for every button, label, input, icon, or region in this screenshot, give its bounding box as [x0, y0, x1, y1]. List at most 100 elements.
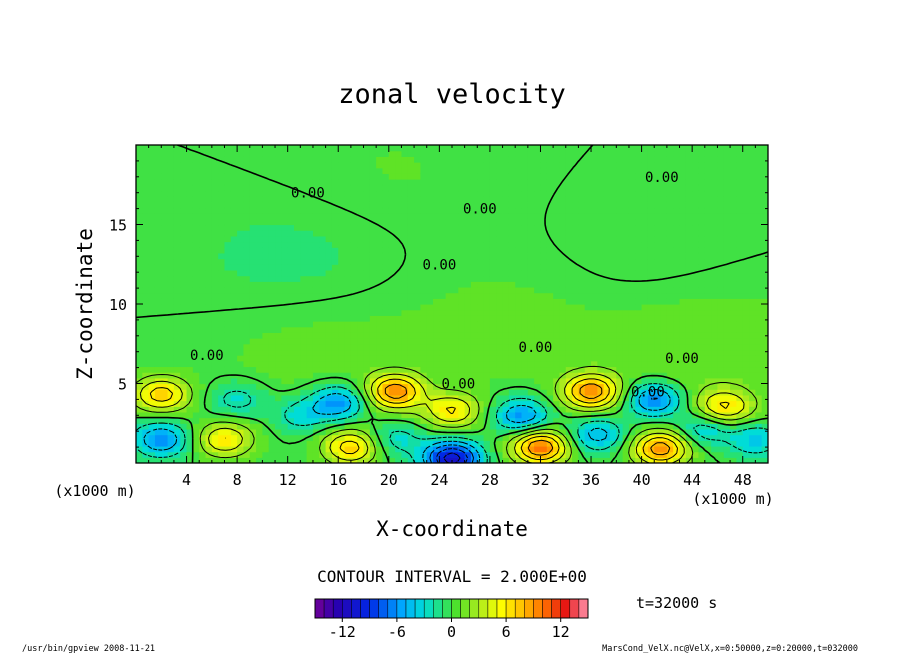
field-cell	[173, 366, 181, 373]
field-cell	[312, 366, 320, 373]
field-cell	[439, 315, 447, 322]
field-cell	[395, 218, 403, 226]
field-cell	[369, 451, 377, 458]
field-cell	[521, 258, 529, 265]
field-cell	[237, 400, 245, 407]
field-cell	[382, 241, 390, 248]
field-cell	[154, 309, 162, 316]
field-cell	[584, 281, 592, 288]
field-cell	[388, 389, 396, 396]
field-cell	[666, 190, 674, 197]
field-cell	[483, 201, 491, 209]
field-cell	[161, 258, 169, 265]
field-cell	[660, 156, 668, 163]
field-cell	[470, 360, 478, 368]
field-cell	[357, 321, 365, 328]
field-cell	[357, 269, 365, 277]
field-cell	[553, 451, 561, 458]
field-cell	[331, 150, 339, 157]
field-cell	[527, 281, 535, 288]
field-cell	[508, 434, 516, 441]
field-cell	[205, 428, 213, 436]
field-cell	[679, 235, 687, 243]
field-cell	[294, 411, 301, 419]
field-cell	[452, 309, 459, 316]
field-cell	[306, 196, 314, 203]
field-cell	[553, 235, 561, 243]
field-cell	[610, 247, 617, 254]
field-cell	[395, 247, 403, 254]
field-cell	[647, 190, 655, 197]
field-cell	[635, 247, 643, 254]
field-cell	[565, 224, 573, 231]
field-cell	[218, 286, 226, 294]
field-cell	[622, 258, 630, 265]
field-cell	[294, 150, 301, 157]
field-cell	[635, 457, 643, 463]
field-cell	[420, 218, 428, 226]
field-cell	[275, 394, 282, 402]
field-cell	[470, 167, 478, 174]
field-cell	[628, 428, 636, 436]
field-cell	[218, 417, 226, 424]
field-cell	[325, 321, 333, 328]
field-cell	[395, 423, 403, 430]
field-cell	[452, 167, 459, 174]
field-cell	[445, 400, 453, 407]
field-cell	[319, 377, 327, 385]
field-cell	[521, 281, 529, 288]
field-cell	[439, 355, 447, 362]
field-cell	[508, 150, 516, 157]
field-cell	[502, 150, 510, 157]
field-cell	[275, 230, 282, 237]
field-cell	[572, 434, 579, 441]
field-cell	[338, 417, 346, 424]
field-cell	[464, 315, 472, 322]
field-cell	[679, 372, 687, 379]
field-cell	[281, 252, 289, 260]
field-cell	[698, 400, 706, 407]
field-cell	[565, 338, 573, 345]
field-cell	[635, 445, 643, 453]
field-cell	[597, 286, 605, 294]
field-cell	[489, 349, 497, 356]
field-cell	[540, 338, 548, 345]
field-cell	[470, 326, 478, 333]
field-cell	[622, 218, 630, 226]
field-cell	[167, 355, 175, 362]
field-cell	[553, 298, 561, 305]
field-cell	[565, 326, 573, 333]
field-cell	[521, 286, 529, 294]
field-cell	[502, 389, 510, 396]
field-cell	[610, 190, 617, 197]
field-cell	[376, 304, 384, 311]
field-cell	[205, 366, 213, 373]
field-cell	[433, 275, 440, 282]
field-cell	[534, 377, 542, 385]
field-cell	[268, 355, 276, 362]
field-cell	[186, 315, 194, 322]
field-cell	[540, 213, 548, 220]
field-cell	[477, 252, 485, 260]
field-cell	[641, 394, 649, 402]
field-cell	[628, 372, 636, 379]
field-cell	[237, 298, 245, 305]
field-cell	[199, 184, 207, 192]
field-cell	[622, 150, 630, 157]
field-cell	[173, 406, 181, 413]
field-cell	[167, 315, 175, 322]
field-cell	[496, 218, 504, 226]
field-cell	[281, 292, 289, 299]
field-cell	[154, 321, 162, 328]
field-cell	[262, 326, 270, 333]
field-cell	[673, 343, 681, 351]
field-cell	[407, 196, 415, 203]
field-cell	[591, 298, 598, 305]
field-cell	[534, 457, 542, 463]
field-cell	[647, 355, 655, 362]
field-cell	[603, 275, 611, 282]
field-cell	[540, 281, 548, 288]
field-cell	[161, 400, 169, 407]
field-cell	[439, 224, 447, 231]
field-cell	[426, 190, 434, 197]
